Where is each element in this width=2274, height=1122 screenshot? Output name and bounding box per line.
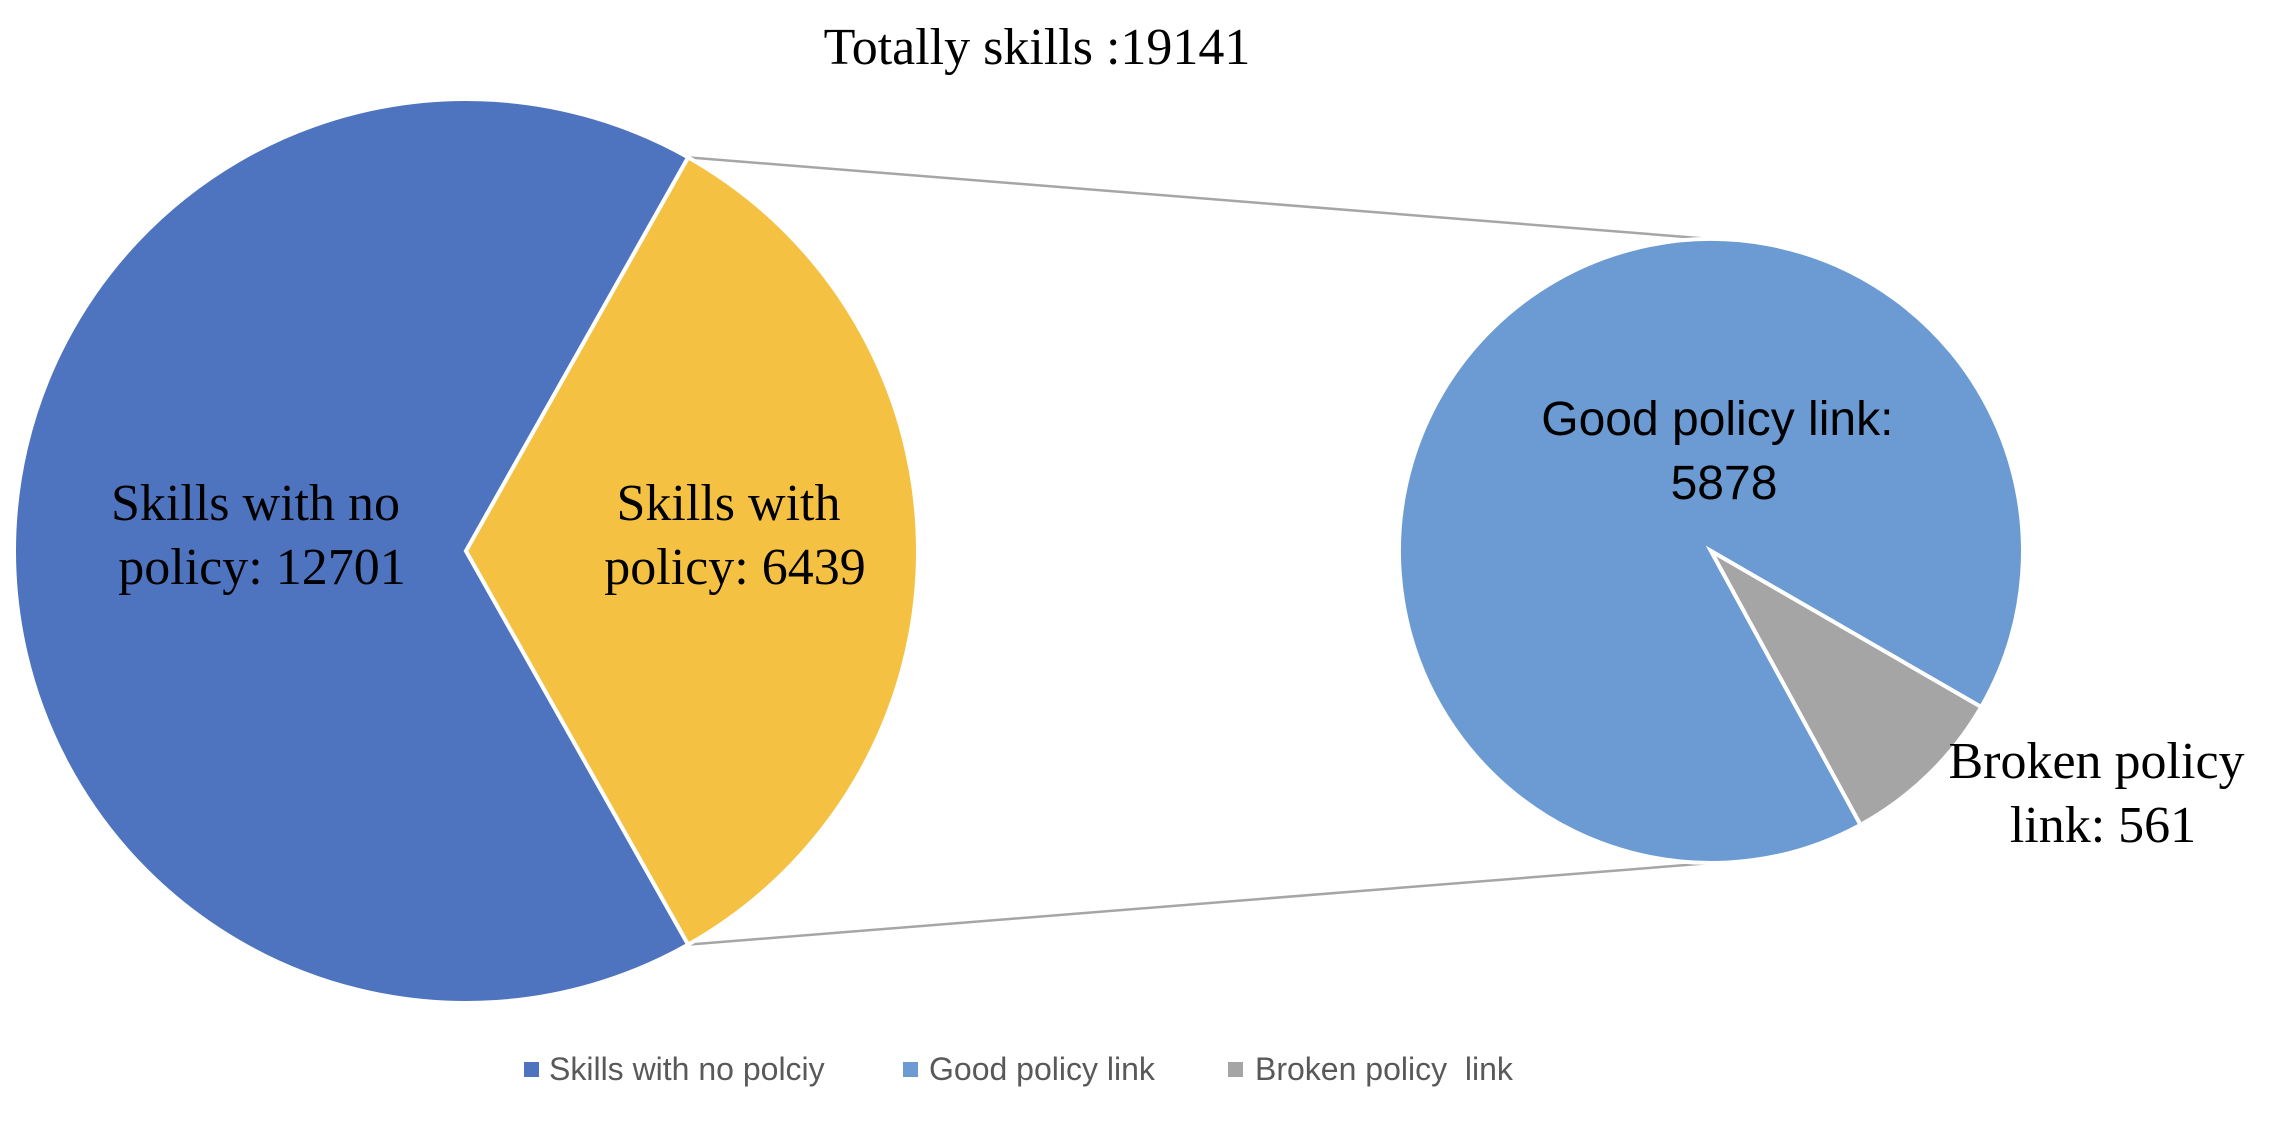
main-slice-no-policy bbox=[12, 97, 691, 1005]
legend-swatch-broken-link bbox=[1228, 1062, 1243, 1077]
label-no-policy-line1: Skills with no bbox=[111, 475, 400, 532]
label-no-policy: Skills with no policy: 12701 bbox=[111, 475, 413, 596]
legend-swatch-no-policy bbox=[524, 1062, 539, 1077]
label-good-link: Good policy link: 5878 bbox=[1541, 393, 1907, 510]
label-with-policy-line1: Skills with bbox=[617, 475, 841, 532]
label-broken-link: Broken policy link: 561 bbox=[1948, 733, 2257, 854]
secondary-slice-broken-link bbox=[1705, 545, 1984, 828]
connector-line-bottom bbox=[688, 861, 1712, 946]
label-good-link-line2: 5878 bbox=[1671, 457, 1778, 510]
legend: Skills with no polciy Good policy link B… bbox=[524, 1051, 1514, 1087]
label-with-policy: Skills with policy: 6439 bbox=[604, 475, 865, 596]
main-pie bbox=[12, 97, 921, 1005]
label-broken-link-line1: Broken policy bbox=[1948, 733, 2244, 790]
secondary-pie bbox=[1397, 237, 2025, 865]
label-good-link-line1: Good policy link: bbox=[1541, 393, 1893, 446]
connector-line-top bbox=[688, 156, 1712, 241]
label-no-policy-line2: policy: 12701 bbox=[118, 539, 405, 596]
chart-title: Totally skills :19141 bbox=[824, 19, 1251, 76]
legend-label-good-link: Good policy link bbox=[929, 1051, 1156, 1087]
legend-label-no-policy: Skills with no polciy bbox=[549, 1051, 825, 1087]
legend-label-broken-link: Broken policy link bbox=[1255, 1051, 1514, 1087]
main-slice-with-policy bbox=[463, 154, 921, 948]
label-with-policy-line2: policy: 6439 bbox=[604, 539, 865, 596]
legend-swatch-good-link bbox=[903, 1062, 918, 1077]
label-broken-link-line2: link: 561 bbox=[2010, 797, 2196, 854]
